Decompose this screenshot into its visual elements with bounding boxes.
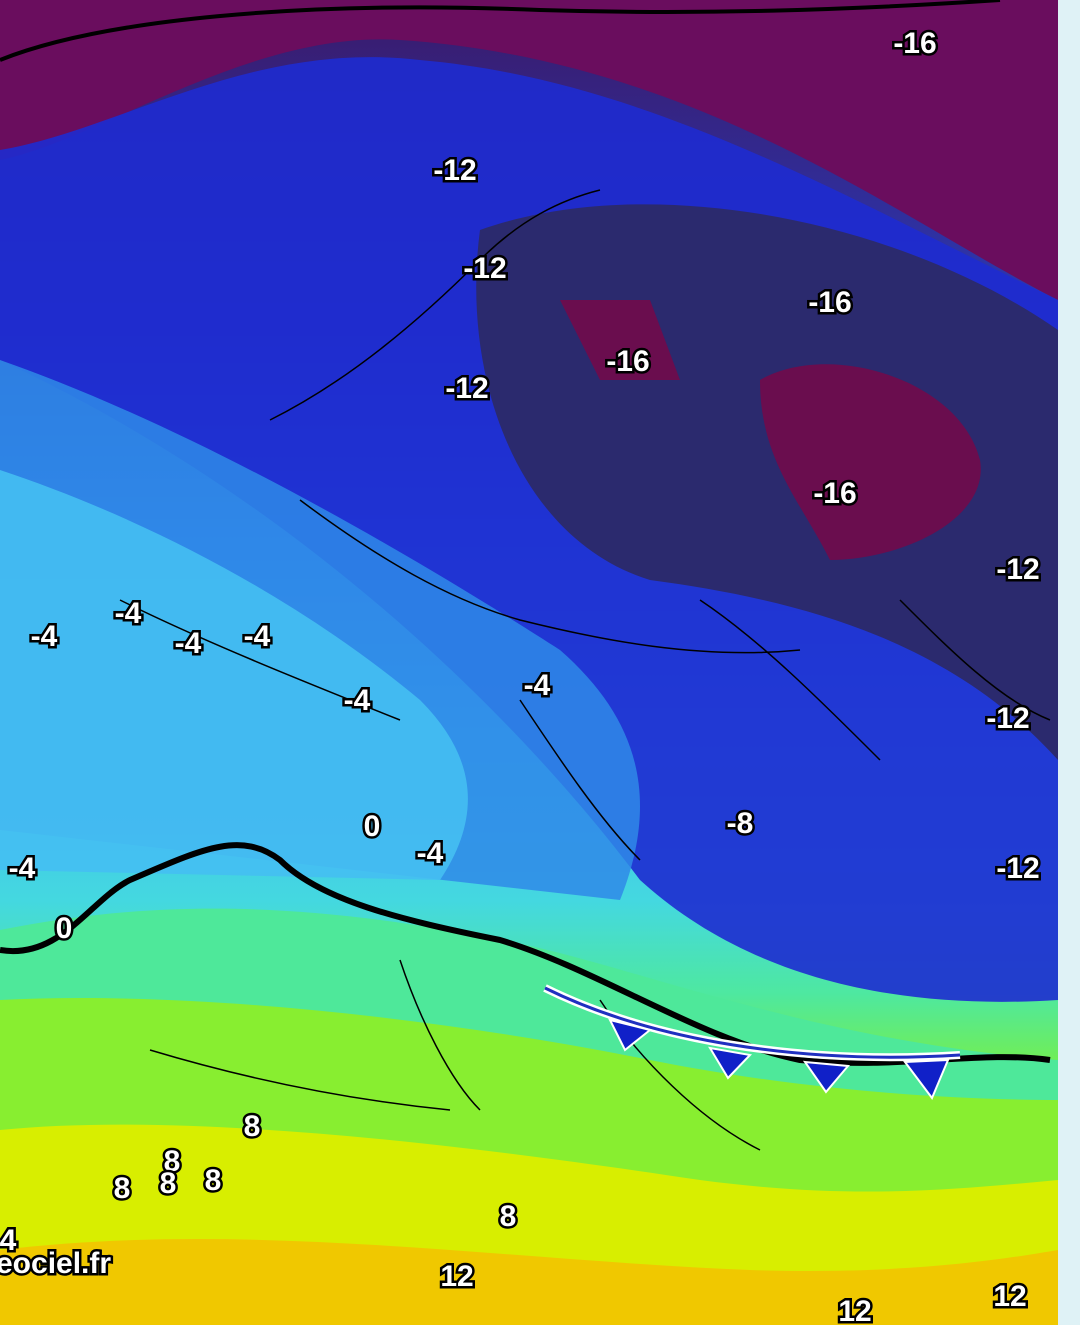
isotherm-label: -16 — [813, 477, 856, 510]
isotherm-label: -16 — [606, 345, 649, 378]
isotherm-label: -4 — [115, 597, 142, 630]
isotherm-label: -12 — [433, 154, 476, 187]
isotherm-label: -12 — [996, 553, 1039, 586]
isotherm-label: 4 — [0, 1224, 17, 1257]
isotherm-label: -12 — [463, 252, 506, 285]
isotherm-label: 0 — [56, 912, 73, 945]
freezing-line — [0, 842, 1051, 1066]
isotherm-label: -4 — [417, 837, 444, 870]
isotherm-label: -4 — [175, 627, 202, 660]
isotherm-label: 8 — [164, 1145, 181, 1178]
isotherm-label: 12 — [440, 1260, 473, 1293]
watermark: eociel.fr — [0, 1247, 111, 1280]
bottom-margin — [0, 1325, 1080, 1344]
cold-front — [543, 984, 961, 1100]
isotherm-label: -12 — [986, 702, 1029, 735]
isotherm — [0, 0, 1001, 62]
country-border — [119, 189, 1051, 1151]
temperature-field — [0, 0, 1058, 1325]
isotherm-label: 8 — [244, 1110, 261, 1143]
isotherm-label: -4 — [244, 620, 271, 653]
isotherm-label: 12 — [838, 1295, 871, 1328]
isotherm-label: -16 — [893, 27, 936, 60]
isotherm-label: -4 — [344, 684, 371, 717]
isotherm-label: 8 — [160, 1167, 177, 1200]
isotherm-label: -16 — [808, 286, 851, 319]
isotherm-label: -4 — [31, 620, 58, 653]
isotherm-label: -12 — [996, 852, 1039, 885]
isotherm-label: -8 — [727, 807, 754, 840]
isotherm-label: 12 — [993, 1280, 1026, 1313]
isotherm-label: -4 — [524, 669, 551, 702]
isotherm-label: -4 — [9, 852, 36, 885]
isotherm-label: 8 — [114, 1172, 131, 1205]
edge-strip — [1058, 0, 1080, 1325]
isotherm-label: 8 — [500, 1200, 517, 1233]
front-triangle — [608, 1018, 950, 1100]
isotherm-label: -12 — [445, 372, 488, 405]
isotherm-label: 8 — [205, 1164, 222, 1197]
front-line-core — [544, 986, 961, 1059]
isotherm-label: 0 — [364, 810, 381, 843]
borders — [0, 0, 1051, 1151]
